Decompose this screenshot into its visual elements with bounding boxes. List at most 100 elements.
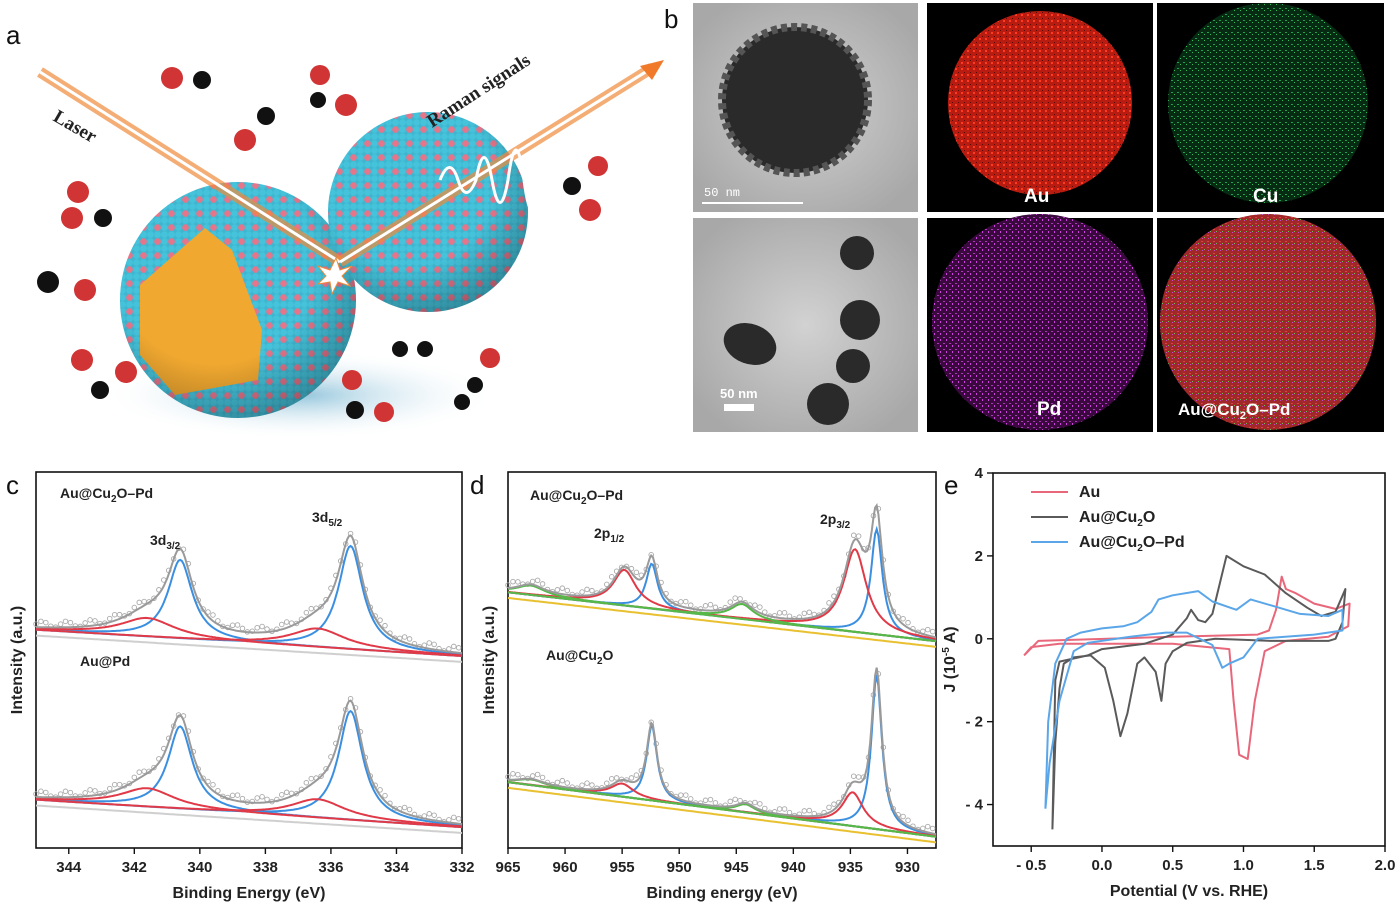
data-point [82, 620, 88, 626]
y-axis-title: J (10-5 A) [941, 626, 959, 692]
fit-peak-satellite [507, 584, 937, 643]
spectrum-1: Au@Cu2O [505, 647, 937, 844]
data-point [455, 645, 462, 651]
data-point [776, 610, 783, 616]
data-point [283, 789, 290, 796]
data-point [136, 769, 142, 775]
x-tick-label: 930 [895, 859, 920, 876]
y-tick-label: 2 [975, 548, 983, 565]
map-label-cu: Cu [1253, 186, 1278, 207]
data-point [234, 622, 241, 628]
data-point [850, 773, 857, 779]
data-point [584, 586, 590, 593]
x-axis-title: Potential (V vs. RHE) [1110, 883, 1268, 900]
data-point [210, 612, 216, 618]
data-point [106, 615, 113, 622]
legend-label-tail: O–Pd [1143, 534, 1185, 551]
peak-annotation: 3d3/2 [150, 532, 181, 552]
laser-beam [37, 67, 343, 267]
data-point [254, 624, 260, 631]
data-point [239, 795, 246, 802]
data-point [38, 788, 44, 795]
fit-envelope [35, 534, 463, 655]
data-point [831, 801, 837, 807]
data-point [534, 771, 541, 778]
data-point [732, 595, 738, 601]
peak-annotation-sub: 3/2 [166, 541, 180, 552]
x-tick-label: 945 [724, 859, 749, 876]
data-point [33, 621, 39, 627]
data-point [776, 806, 783, 812]
data-point [264, 626, 270, 632]
data-point [707, 601, 714, 608]
data-point [850, 532, 857, 539]
data-point [925, 626, 931, 633]
data-point [308, 775, 315, 782]
data-point [613, 775, 620, 781]
data-point [678, 792, 684, 798]
data-point [377, 787, 383, 793]
data-point [678, 599, 684, 605]
peak-annotation-base: 2p [594, 525, 610, 541]
spectrum-label-base: Au@Cu [546, 647, 597, 663]
spectrum-label-tail: O–Pd [587, 487, 624, 503]
data-point [589, 782, 595, 788]
peak-annotation-sub: 1/2 [610, 534, 624, 545]
scale-label: 50 nm [704, 186, 740, 200]
panel-a-illustration: a Laser Raman signals [6, 20, 664, 440]
data-point [529, 773, 536, 779]
data-point [111, 781, 118, 788]
x-tick-label: 935 [838, 859, 863, 876]
data-point [62, 618, 69, 625]
data-point [382, 792, 388, 799]
spectrum-label-sub: 2 [111, 494, 117, 505]
data-point [564, 587, 571, 594]
panel-label-d: d [470, 470, 484, 500]
data-point [111, 611, 118, 618]
data-point [608, 776, 615, 782]
x-axis-title: Binding Energy (eV) [173, 885, 326, 902]
data-point [229, 622, 236, 629]
data-point [43, 789, 49, 796]
data-point [67, 789, 74, 796]
data-point [259, 623, 265, 630]
data-point [151, 764, 157, 771]
series-line-au-cu2o-pd [1044, 590, 1344, 809]
data-point [905, 817, 911, 824]
data-point [826, 804, 832, 811]
peak-annotation: 2p3/2 [820, 511, 851, 531]
data-point [579, 782, 585, 789]
data-point [510, 771, 516, 777]
scale-bar [724, 404, 754, 411]
data-point [608, 574, 615, 580]
fit-peak-Cuplus [507, 674, 937, 836]
data-point [732, 796, 738, 803]
peak-annotation-sub: 5/2 [328, 518, 342, 529]
x-tick-label: 340 [187, 859, 212, 876]
x-tick-label: 336 [318, 859, 343, 876]
data-point [239, 625, 246, 632]
data-point [426, 811, 432, 817]
data-point [210, 781, 216, 788]
data-point [781, 806, 788, 812]
data-point [92, 618, 98, 624]
data-point [249, 798, 256, 805]
data-point [451, 814, 457, 821]
data-point [57, 621, 64, 627]
peak-annotation-base: 2p [820, 511, 836, 527]
data-point [401, 804, 408, 811]
data-point [707, 796, 714, 803]
panel-label-b: b [664, 4, 678, 34]
x-tick-label: 334 [384, 859, 410, 876]
co-molecules [37, 65, 608, 422]
data-point [57, 791, 64, 797]
x-tick-label: 955 [610, 859, 635, 876]
data-point [757, 604, 763, 610]
x-tick-label: 342 [122, 859, 147, 876]
x-tick-label: 950 [667, 859, 692, 876]
data-point [539, 774, 546, 781]
legend-label-sub: 2 [1137, 518, 1143, 529]
data-point [229, 792, 236, 799]
data-point [431, 641, 437, 648]
